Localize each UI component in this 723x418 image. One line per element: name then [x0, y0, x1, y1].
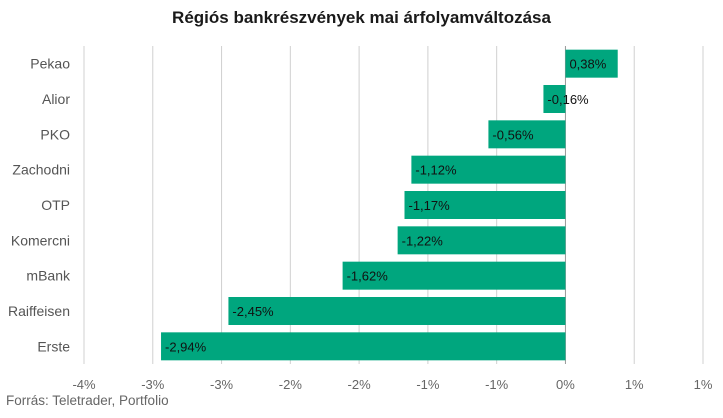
bar — [543, 85, 566, 113]
x-tick-label: -2% — [279, 377, 303, 392]
category-label: Raiffeisen — [8, 303, 70, 319]
data-label: -0,56% — [492, 127, 534, 142]
data-label: -1,17% — [409, 198, 451, 213]
category-label: Erste — [37, 338, 70, 354]
x-tick-label: 1% — [625, 377, 644, 392]
bar — [161, 332, 566, 361]
x-tick-label: 1% — [694, 377, 713, 392]
data-label: -2,94% — [165, 339, 207, 354]
x-tick-label: -3% — [141, 377, 165, 392]
data-label: -1,62% — [347, 269, 389, 284]
bar — [411, 155, 566, 184]
data-label: -1,12% — [415, 163, 457, 178]
bar — [342, 261, 566, 290]
x-tick-label: -1% — [485, 377, 509, 392]
data-label: -1,22% — [402, 233, 444, 248]
x-tick-label: -1% — [416, 377, 440, 392]
chart-title: Régiós bankrészvények mai árfolyamváltoz… — [172, 8, 551, 27]
data-label: 0,38% — [569, 57, 606, 72]
chart-source: Forrás: Teletrader, Portfolio — [6, 393, 169, 408]
category-label: Alior — [42, 91, 70, 107]
data-label: -2,45% — [232, 304, 274, 319]
category-label: Pekao — [30, 56, 70, 72]
x-tick-label: 0% — [556, 377, 575, 392]
bar — [404, 191, 566, 219]
bar — [488, 120, 566, 149]
category-label: Komercni — [11, 232, 70, 248]
x-tick-label: -2% — [348, 377, 372, 392]
bar — [228, 297, 566, 325]
bar — [565, 49, 618, 78]
bar — [397, 226, 566, 255]
category-label: OTP — [41, 197, 70, 213]
data-label: -0,16% — [547, 92, 589, 107]
x-tick-label: -4% — [72, 377, 96, 392]
category-label: mBank — [26, 268, 71, 284]
category-label: Zachodni — [12, 162, 70, 178]
category-label: PKO — [40, 126, 70, 142]
x-tick-label: -3% — [210, 377, 234, 392]
